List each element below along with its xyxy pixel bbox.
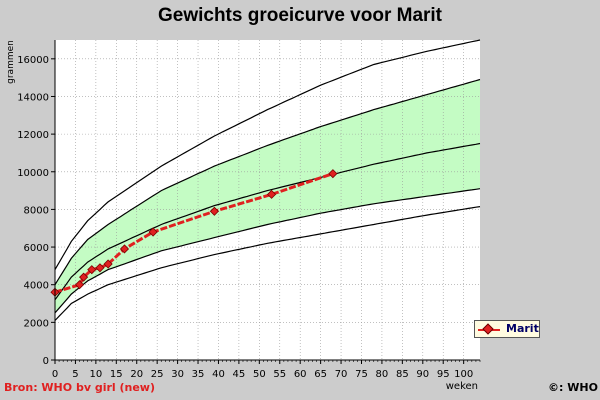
x-tick-label: 0	[52, 369, 58, 380]
y-tick-label: 10000	[17, 168, 49, 179]
y-tick-label: 14000	[17, 92, 49, 103]
x-tick-label: 30	[171, 369, 184, 380]
x-tick-label: 100	[454, 369, 473, 380]
x-tick-label: 80	[376, 369, 389, 380]
y-tick-label: 8000	[24, 205, 49, 216]
data-point	[209, 206, 219, 216]
data-point	[148, 227, 158, 237]
data-point	[103, 259, 113, 269]
data-point	[119, 244, 130, 254]
source-note: Bron: WHO bv girl (new)	[4, 381, 155, 394]
x-tick-label: 25	[151, 369, 164, 380]
legend-label: Marit	[506, 322, 539, 335]
y-tick-label: 4000	[24, 281, 49, 292]
x-tick-label: 5	[72, 369, 78, 380]
reference-curve	[54, 78, 481, 286]
x-tick-label: 55	[273, 369, 286, 380]
x-tick-label: 40	[212, 369, 225, 380]
data-point	[74, 280, 85, 290]
x-tick-label: 90	[416, 369, 429, 380]
x-tick-label: 60	[294, 369, 307, 380]
y-tick-label: 0	[43, 356, 49, 367]
x-tick-label: 75	[355, 369, 368, 380]
reference-curve	[54, 206, 481, 321]
x-axis-label: weken	[446, 381, 478, 392]
data-point	[267, 189, 277, 199]
data-point	[87, 265, 97, 275]
reference-curve	[54, 142, 481, 301]
reference-curve	[54, 39, 481, 270]
legend: Marit	[474, 320, 540, 338]
reference-curve	[54, 188, 481, 314]
copyright-note: ©: WHO	[548, 381, 598, 394]
x-tick-label: 50	[253, 369, 266, 380]
legend-diamond-icon	[482, 323, 494, 335]
x-tick-label: 15	[110, 369, 123, 380]
chart-title: Gewichts groeicurve voor Marit	[158, 5, 443, 26]
y-tick-label: 6000	[24, 243, 49, 254]
data-point	[328, 169, 338, 179]
data-point	[79, 272, 89, 282]
x-tick-label: 35	[192, 369, 205, 380]
x-tick-label: 85	[396, 369, 409, 380]
y-tick-label: 16000	[17, 55, 49, 66]
y-tick-label: 12000	[17, 130, 49, 141]
data-point	[95, 263, 105, 273]
x-tick-label: 65	[314, 369, 327, 380]
y-axis-label: grammen	[6, 40, 16, 84]
x-tick-label: 45	[233, 369, 246, 380]
x-tick-label: 95	[437, 369, 450, 380]
x-tick-label: 10	[89, 369, 102, 380]
x-tick-label: 20	[130, 369, 143, 380]
y-tick-label: 2000	[24, 318, 49, 329]
x-tick-label: 70	[335, 369, 348, 380]
